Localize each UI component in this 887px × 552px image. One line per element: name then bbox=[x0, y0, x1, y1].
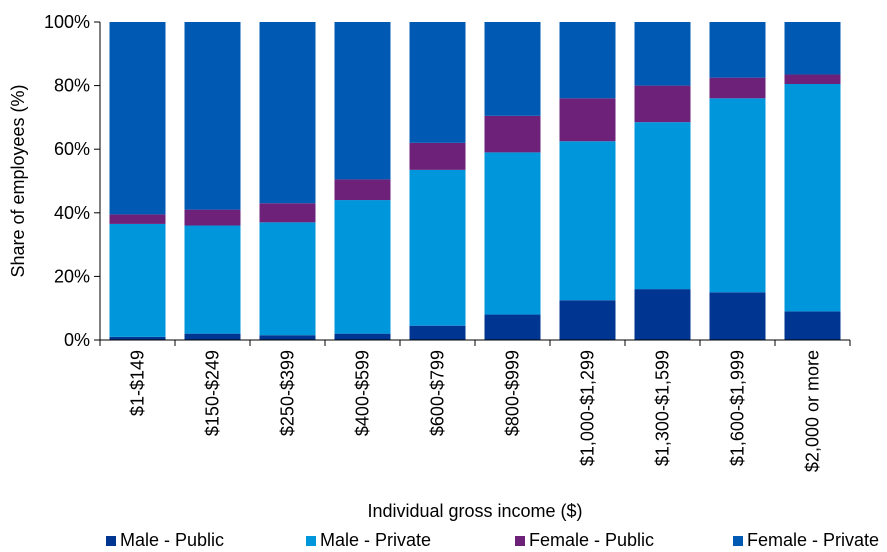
bar-segment bbox=[784, 311, 841, 340]
legend-label: Male - Private bbox=[320, 530, 431, 550]
bar-segment bbox=[109, 22, 166, 215]
bar-segment bbox=[484, 152, 541, 315]
y-axis-title: Share of employees (%) bbox=[8, 84, 28, 277]
bar-segment bbox=[409, 142, 466, 170]
bar-segment bbox=[109, 223, 166, 337]
bar-segment bbox=[784, 84, 841, 312]
bar-segment bbox=[484, 314, 541, 340]
bar-segment bbox=[709, 292, 766, 340]
bar-segment bbox=[334, 179, 391, 201]
bar-segment bbox=[259, 335, 316, 340]
y-tick-label: 20% bbox=[54, 266, 90, 286]
x-tick-label: $600-$799 bbox=[428, 350, 448, 436]
legend: Male - Public Male - Private Female - Publ… bbox=[106, 530, 879, 550]
y-tick-label: 80% bbox=[54, 76, 90, 96]
x-tick-label: $1-$149 bbox=[128, 350, 148, 416]
bar-segment bbox=[484, 22, 541, 116]
bar-segment bbox=[634, 22, 691, 86]
bar-segment bbox=[559, 22, 616, 99]
y-tick-label: 40% bbox=[54, 203, 90, 223]
bar-segment bbox=[784, 22, 841, 75]
bar-segment bbox=[709, 77, 766, 99]
bar-segment bbox=[184, 333, 241, 340]
bar-segment bbox=[634, 289, 691, 340]
x-tick-label: $800-$999 bbox=[503, 350, 523, 436]
bar-segment bbox=[634, 85, 691, 123]
bar-segment bbox=[409, 22, 466, 143]
y-tick-label: 60% bbox=[54, 139, 90, 159]
bar-segment bbox=[259, 222, 316, 336]
legend-swatch bbox=[515, 536, 525, 546]
legend-label: Female - Private bbox=[747, 530, 879, 550]
bar-segment bbox=[784, 74, 841, 85]
y-axis-ticks: 0% 20% 40% 60% 80% 100% bbox=[44, 12, 100, 350]
legend-swatch bbox=[733, 536, 743, 546]
legend-swatch bbox=[106, 536, 116, 546]
y-tick-label: 100% bbox=[44, 12, 90, 32]
x-tick-label: $150-$249 bbox=[203, 350, 223, 436]
x-tick-label: $1,600-$1,999 bbox=[728, 350, 748, 466]
bar-segment bbox=[484, 115, 541, 153]
bar-segment bbox=[259, 22, 316, 204]
bar-segment bbox=[559, 98, 616, 142]
bar-segment bbox=[334, 200, 391, 334]
bar-segment bbox=[409, 169, 466, 326]
bar-segment bbox=[709, 98, 766, 293]
legend-swatch bbox=[306, 536, 316, 546]
x-tick-label: $1,300-$1,599 bbox=[653, 350, 673, 466]
x-tick-label: $2,000 or more bbox=[803, 350, 823, 472]
bar-segment bbox=[634, 122, 691, 290]
x-axis-ticks: $1-$149 $150-$249 $250-$399 $400-$599 $600-$… bbox=[99, 340, 851, 472]
bar-segment bbox=[334, 333, 391, 340]
bar-segment bbox=[184, 209, 241, 226]
bar-segment bbox=[559, 300, 616, 340]
legend-label: Male - Public bbox=[120, 530, 224, 550]
bar-segment bbox=[109, 214, 166, 224]
bar-segment bbox=[334, 22, 391, 180]
bar-segment bbox=[709, 22, 766, 78]
x-tick-label: $400-$599 bbox=[353, 350, 373, 436]
bar-segment bbox=[259, 203, 316, 223]
bar-segment bbox=[184, 22, 241, 210]
bars bbox=[109, 22, 841, 340]
bar-segment bbox=[559, 141, 616, 301]
bar-segment bbox=[109, 336, 166, 340]
legend-label: Female - Public bbox=[529, 530, 654, 550]
bar-segment bbox=[184, 225, 241, 334]
x-tick-label: $250-$399 bbox=[278, 350, 298, 436]
x-tick-label: $1,000-$1,299 bbox=[578, 350, 598, 466]
y-tick-label: 0% bbox=[64, 330, 90, 350]
x-axis-title: Individual gross income ($) bbox=[367, 501, 582, 521]
bar-segment bbox=[409, 325, 466, 340]
